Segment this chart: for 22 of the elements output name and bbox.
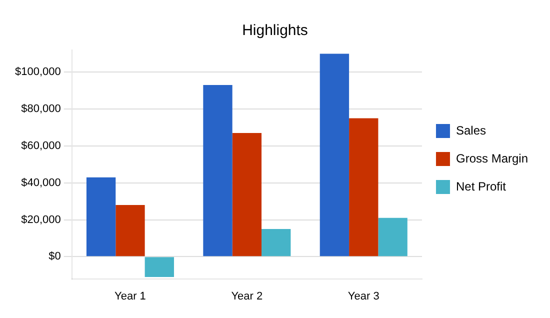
- legend-label: Gross Margin: [456, 151, 528, 166]
- bar: [203, 85, 232, 256]
- bar: [262, 228, 291, 256]
- y-tick-label: $40,000: [21, 176, 61, 189]
- bar: [232, 133, 262, 256]
- chart-title: Highlights: [242, 22, 308, 40]
- bar: [349, 118, 378, 256]
- y-tick-label: $20,000: [21, 214, 61, 226]
- y-tick-label: $100,000: [14, 66, 61, 78]
- x-tick-label: Year 2: [231, 290, 263, 302]
- bar: [86, 177, 116, 256]
- y-tick-label: $0: [48, 250, 61, 263]
- bar: [320, 54, 350, 256]
- y-tick-label: $80,000: [21, 103, 61, 116]
- x-tick-label: Year 3: [348, 290, 380, 302]
- legend-label: Sales: [456, 123, 486, 138]
- bar: [116, 204, 145, 256]
- bar: [378, 218, 408, 256]
- x-tick-label: Year 1: [114, 290, 146, 302]
- bar: [144, 257, 174, 277]
- y-tick-label: $60,000: [21, 140, 61, 152]
- legend-label: Net Profit: [456, 179, 507, 194]
